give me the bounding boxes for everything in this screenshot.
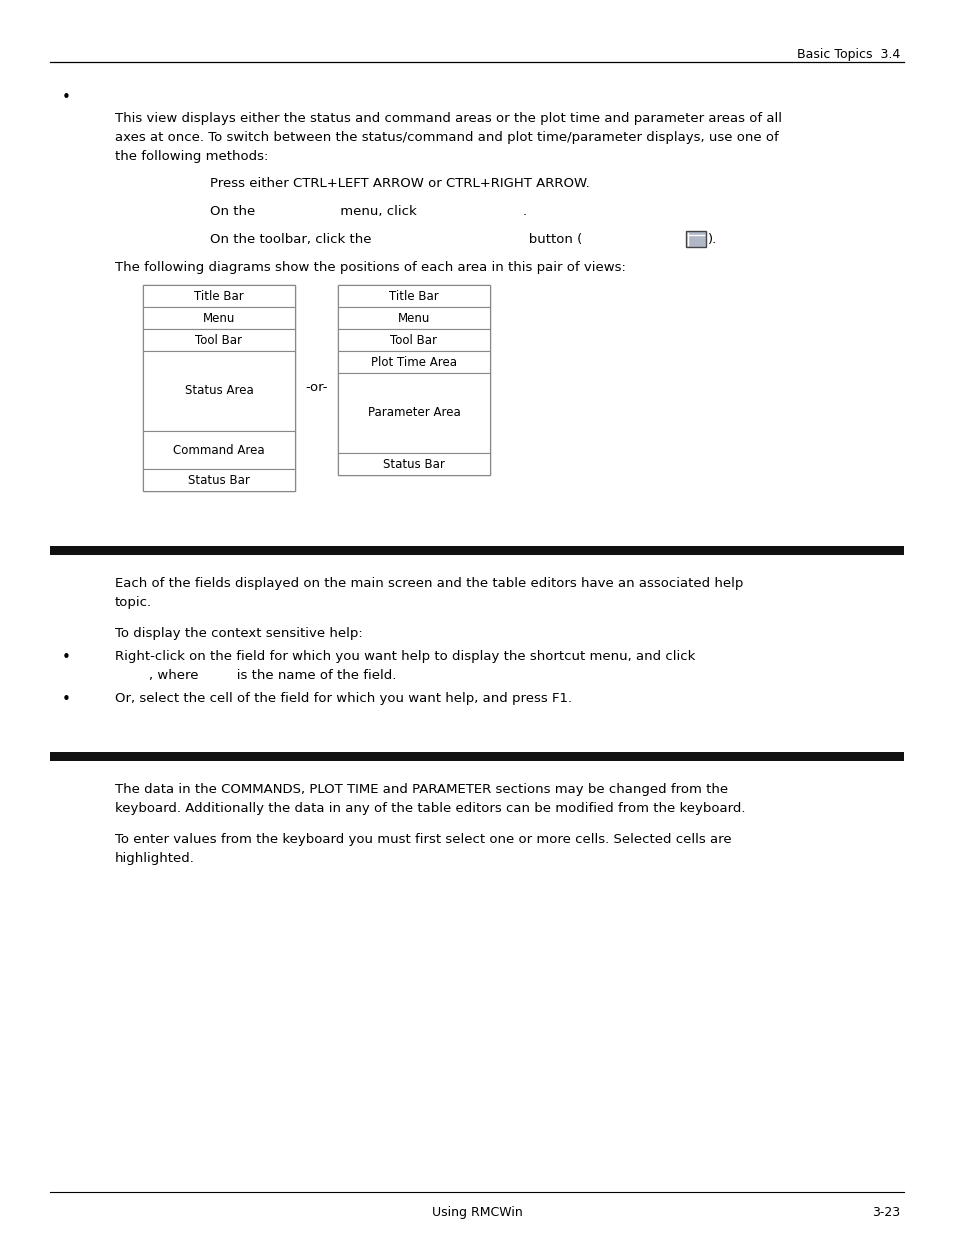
Bar	[337, 453, 490, 475]
Text: -or-: -or-	[305, 382, 327, 394]
Bar	[50, 752, 903, 761]
Text: 3-23: 3-23	[871, 1207, 899, 1219]
Text: Command Area: Command Area	[173, 443, 265, 457]
Text: axes at once. To switch between the status/command and plot time/parameter displ: axes at once. To switch between the stat…	[115, 131, 778, 144]
Text: Or, select the cell of the field for which you want help, and press F1.: Or, select the cell of the field for whi…	[115, 692, 572, 705]
Bar	[143, 431, 294, 469]
Bar	[143, 308, 294, 329]
Text: Menu: Menu	[397, 311, 430, 325]
Bar	[143, 329, 294, 351]
Bar	[337, 308, 490, 329]
Bar	[337, 329, 490, 351]
Text: keyboard. Additionally the data in any of the table editors can be modified from: keyboard. Additionally the data in any o…	[115, 802, 744, 815]
Text: the following methods:: the following methods:	[115, 149, 268, 163]
Text: Parameter Area: Parameter Area	[367, 406, 460, 420]
Text: Menu: Menu	[203, 311, 235, 325]
Bar	[337, 351, 490, 373]
Text: Each of the fields displayed on the main screen and the table editors have an as: Each of the fields displayed on the main…	[115, 577, 742, 590]
Text: •: •	[62, 90, 71, 105]
Text: On the                    menu, click                         .: On the menu, click .	[210, 205, 527, 219]
Bar	[337, 373, 490, 453]
Text: Status Area: Status Area	[185, 384, 253, 398]
Text: Tool Bar: Tool Bar	[195, 333, 242, 347]
Text: On the toolbar, click the                                     button (: On the toolbar, click the button (	[210, 233, 581, 246]
Bar	[337, 285, 490, 308]
Text: highlighted.: highlighted.	[115, 852, 194, 864]
Text: To enter values from the keyboard you must first select one or more cells. Selec: To enter values from the keyboard you mu…	[115, 832, 731, 846]
Text: Title Bar: Title Bar	[389, 289, 438, 303]
Bar	[50, 546, 903, 555]
Text: This view displays either the status and command areas or the plot time and para: This view displays either the status and…	[115, 112, 781, 125]
Text: ).: ).	[707, 233, 717, 246]
Text: Tool Bar: Tool Bar	[390, 333, 437, 347]
Text: Plot Time Area: Plot Time Area	[371, 356, 456, 368]
Text: To display the context sensitive help:: To display the context sensitive help:	[115, 627, 362, 640]
Bar	[685, 231, 705, 247]
Bar	[143, 469, 294, 492]
Bar	[143, 351, 294, 431]
Text: The data in the COMMANDS, PLOT TIME and PARAMETER sections may be changed from t: The data in the COMMANDS, PLOT TIME and …	[115, 783, 727, 797]
Bar	[143, 285, 294, 308]
Text: Press either CTRL+LEFT ARROW or CTRL+RIGHT ARROW.: Press either CTRL+LEFT ARROW or CTRL+RIG…	[210, 177, 589, 190]
Text: Status Bar: Status Bar	[383, 457, 444, 471]
Text: •: •	[62, 692, 71, 706]
Text: Using RMCWin: Using RMCWin	[431, 1207, 522, 1219]
Text: , where         is the name of the field.: , where is the name of the field.	[115, 669, 395, 682]
Bar	[337, 285, 490, 475]
Text: Status Bar: Status Bar	[188, 473, 250, 487]
Text: The following diagrams show the positions of each area in this pair of views:: The following diagrams show the position…	[115, 261, 625, 274]
Bar	[143, 285, 294, 492]
Text: Right-click on the field for which you want help to display the shortcut menu, a: Right-click on the field for which you w…	[115, 650, 695, 663]
Text: topic.: topic.	[115, 597, 152, 609]
Text: •: •	[62, 650, 71, 664]
Text: Basic Topics  3.4: Basic Topics 3.4	[796, 48, 899, 61]
Text: Title Bar: Title Bar	[193, 289, 244, 303]
